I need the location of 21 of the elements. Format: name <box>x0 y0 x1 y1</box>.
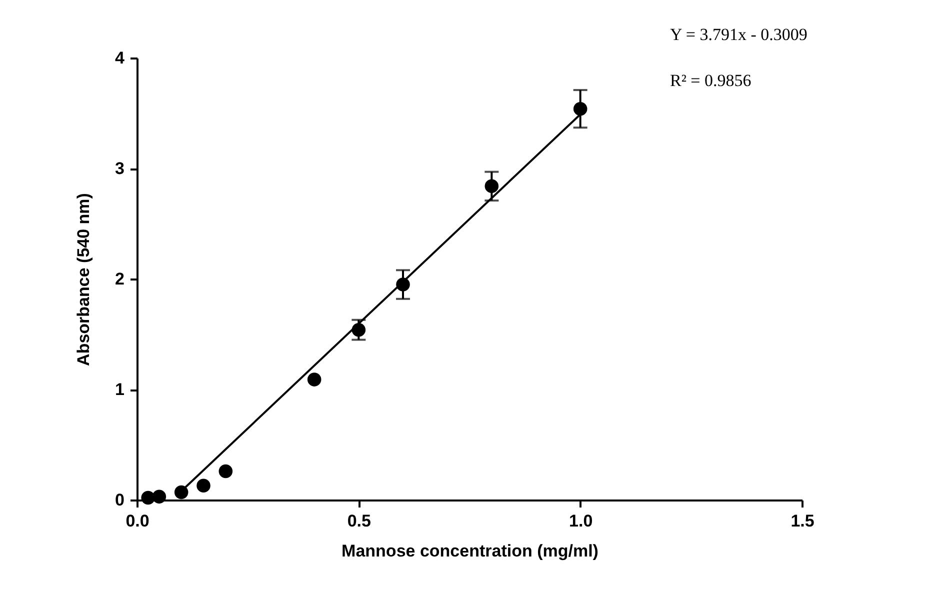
x-tick-label: 0.5 <box>347 512 371 530</box>
x-tick-label: 0.0 <box>126 512 150 530</box>
x-axis-title: Mannose concentration (mg/ml) <box>342 542 598 560</box>
y-tick-label: 2 <box>115 270 124 288</box>
y-tick-label: 4 <box>115 48 126 68</box>
y-tick-label: 0 <box>115 490 124 510</box>
x-tick-label: 1.0 <box>569 512 593 530</box>
x-tick-label: 1.5 <box>790 512 814 530</box>
text: Y = 3.791x - 0.3009 <box>670 25 808 44</box>
point <box>218 464 233 478</box>
y-tick-label: 3 <box>115 159 124 178</box>
point <box>196 478 210 493</box>
point <box>174 485 188 500</box>
point <box>484 179 499 194</box>
point <box>152 490 166 504</box>
point <box>141 490 155 505</box>
point <box>307 372 322 386</box>
y-tick-label: 1 <box>115 380 124 399</box>
point <box>573 102 588 116</box>
annotation: R² = 0.9856 <box>670 71 752 90</box>
y-axis-title: Absorbance (540 nm) <box>74 193 94 366</box>
